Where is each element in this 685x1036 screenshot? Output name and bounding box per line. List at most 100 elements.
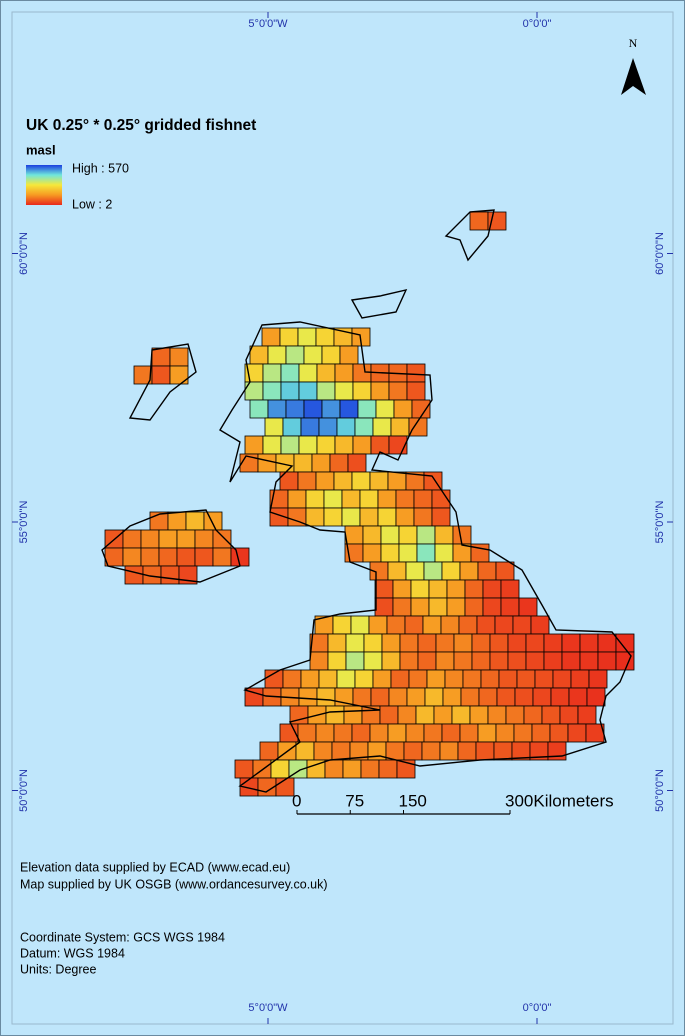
grid-cell [377, 489, 397, 509]
grid-cell [476, 615, 496, 635]
grid-cell [567, 723, 587, 743]
grid-cell [446, 597, 466, 617]
grid-cell [267, 345, 287, 365]
map-frame [11, 11, 674, 1025]
legend-high: High : 570 [72, 161, 129, 175]
grid-cell [398, 525, 418, 545]
grid-cell [169, 347, 189, 367]
grid-cell [423, 723, 443, 743]
credit-line: Elevation data supplied by ECAD (www.eca… [20, 860, 290, 874]
grid-cell [390, 417, 410, 437]
ireland-outline [101, 509, 241, 583]
grid-cell [334, 363, 354, 383]
grid-cell [359, 507, 379, 527]
grid-cell [345, 633, 365, 653]
grid-cell [185, 511, 205, 531]
grid-cell [316, 381, 336, 401]
grid-cell [362, 543, 382, 563]
legend-title: masl [26, 142, 56, 157]
grid-cell [324, 759, 344, 779]
longitude-label: 0°0'0" [523, 1002, 552, 1014]
grid-cell [158, 547, 178, 567]
grid-cell [321, 345, 341, 365]
grid-cell [316, 687, 336, 707]
grid-cell [398, 543, 418, 563]
map-title: UK 0.25° * 0.25° gridded fishnet [26, 117, 256, 134]
grid-cell [597, 633, 617, 653]
grid-cell [489, 633, 509, 653]
grid-cell [305, 507, 325, 527]
grid-cell [350, 615, 370, 635]
grid-cell [444, 669, 464, 689]
grid-cell [588, 669, 608, 689]
coastline [101, 209, 632, 793]
grid-cell [514, 687, 534, 707]
grid-cell [354, 669, 374, 689]
grid-cell [370, 381, 390, 401]
grid-cell [480, 669, 500, 689]
grid-cell [446, 579, 466, 599]
grid-cell [441, 723, 461, 743]
grid-cell [559, 705, 579, 725]
grid-cell [428, 597, 448, 617]
grid-cell [375, 399, 395, 419]
grid-cell [399, 651, 419, 671]
grid-cell [494, 615, 514, 635]
grid-cell [249, 399, 269, 419]
latitude-label: 55°0'0"N [18, 501, 30, 544]
grid-cell [471, 651, 491, 671]
grid-cell [415, 705, 435, 725]
grid-cell [416, 525, 436, 545]
grid-cell [530, 615, 550, 635]
grid-cell [570, 669, 590, 689]
grid-cell [413, 489, 433, 509]
grid-cell [285, 399, 305, 419]
grid-cell [487, 705, 507, 725]
grid-cell [482, 597, 502, 617]
grid-cell [442, 687, 462, 707]
grid-cell [381, 633, 401, 653]
grid-cell [434, 543, 454, 563]
grid-cell [531, 723, 551, 743]
grid-cell [327, 633, 347, 653]
grid-cell [158, 529, 178, 549]
longitude-label: 5°0'0"W [248, 18, 288, 30]
grid-cell [360, 759, 380, 779]
grid-cell [342, 759, 362, 779]
grid-cell [423, 561, 443, 581]
grid-cell [493, 741, 513, 761]
latitude-label: 60°0'0"N [18, 232, 30, 275]
grid-cell [541, 705, 561, 725]
grid-cell [547, 741, 567, 761]
grid-cell [489, 651, 509, 671]
grid-cell [293, 453, 313, 473]
grid-cell [372, 669, 392, 689]
grid-cell [332, 615, 352, 635]
grid-cell [392, 579, 412, 599]
latitude-label: 60°0'0"N [654, 232, 666, 275]
grid-cell [500, 597, 520, 617]
grid-cell [406, 363, 426, 383]
grid-cell [372, 417, 392, 437]
grid-cell [287, 489, 307, 509]
scale-label: 300Kilometers [505, 791, 614, 810]
grid-cell [386, 615, 406, 635]
grid-cell [124, 565, 144, 585]
grid-cell [440, 615, 460, 635]
coordinate-line: Datum: WGS 1984 [20, 946, 125, 960]
grid-cell [532, 687, 552, 707]
grid-cell [280, 363, 300, 383]
grid-cell [194, 529, 214, 549]
grid-cell [399, 633, 419, 653]
grid-cell [151, 365, 171, 385]
grid-cell [341, 489, 361, 509]
grid-cell [262, 435, 282, 455]
grid-cell [352, 381, 372, 401]
grid-cell [333, 723, 353, 743]
grid-cell [579, 633, 599, 653]
grid-cell [318, 669, 338, 689]
grid-cell [410, 597, 430, 617]
grid-cell [336, 417, 356, 437]
grid-cell [176, 529, 196, 549]
grid-cell [413, 507, 433, 527]
